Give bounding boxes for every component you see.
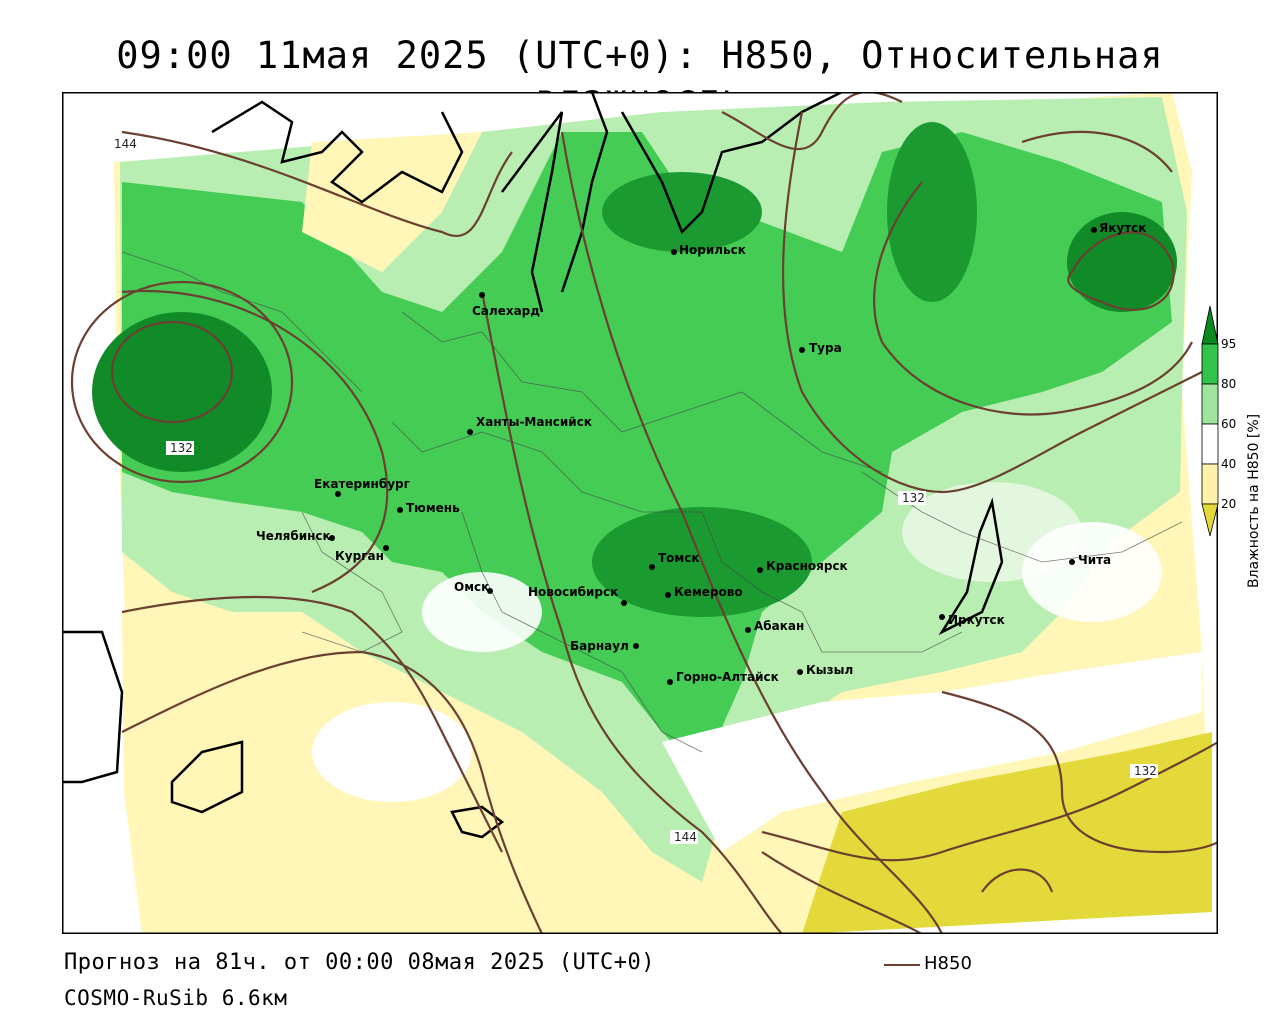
city-label: Абакан [754,619,804,633]
colorbar-tick: 80 [1221,377,1236,391]
humid-core-east [887,122,977,302]
contour-label: 132 [170,441,193,455]
city-label: Кызыл [806,663,853,677]
city-label: Норильск [679,243,746,257]
city-label: Горно-Алтайск [676,670,779,684]
city-label: Красноярск [766,559,848,573]
contour-label: 144 [114,137,137,151]
city-label: Иркутск [948,613,1005,627]
cities: Норильск Якутск Салехард Тура Ханты-Манс… [256,221,1146,685]
contour-label: 144 [674,830,697,844]
city-label: Томск [658,551,700,565]
colorbar-tick: 95 [1221,337,1236,351]
city-label: Омск [454,580,489,594]
h850-contours [70,92,1218,934]
forecast-domain [92,92,1212,934]
contour-label: 132 [1134,764,1157,778]
city-label: Ханты-Мансийск [476,415,592,429]
city-label: Чита [1078,553,1111,567]
city-label: Новосибирск [528,585,618,599]
legend-line-label: H850 [924,953,972,974]
colorbar-tick: 20 [1221,497,1236,511]
contour-label-group: 144 132 132 132 144 [110,137,1158,844]
map-frame [62,92,1218,934]
city-label: Тура [809,341,842,355]
humid-zone-80 [122,132,1172,772]
city-label: Якутск [1099,221,1146,235]
model-name: COSMO-RuSib 6.6км [64,986,288,1010]
contour-label: 132 [902,491,925,505]
city-label: Тюмень [406,501,460,515]
city-label: Кемерово [674,585,743,599]
humidity-map: 144 132 132 132 144 Норильск Якутск Сале… [62,92,1218,934]
colorbar-tick: 60 [1221,417,1236,431]
city-label: Челябинск [256,529,331,543]
colorbar-tick: 40 [1221,457,1236,471]
forecast-info: Прогноз на 81ч. от 00:00 08мая 2025 (UTC… [64,950,656,975]
coastlines [62,92,1004,839]
humid-core-north [602,172,762,252]
colorbar-title: Влажность на H850 [%] [1246,413,1262,588]
legend-line-swatch [884,964,920,966]
city-label: Салехард [472,304,540,318]
city-label: Екатеринбург [314,477,410,491]
colorbar: 95 80 60 40 20 [1201,305,1236,537]
city-label: Барнаул [570,639,629,653]
region-borders [121,251,1183,753]
city-label: Курган [335,549,384,563]
